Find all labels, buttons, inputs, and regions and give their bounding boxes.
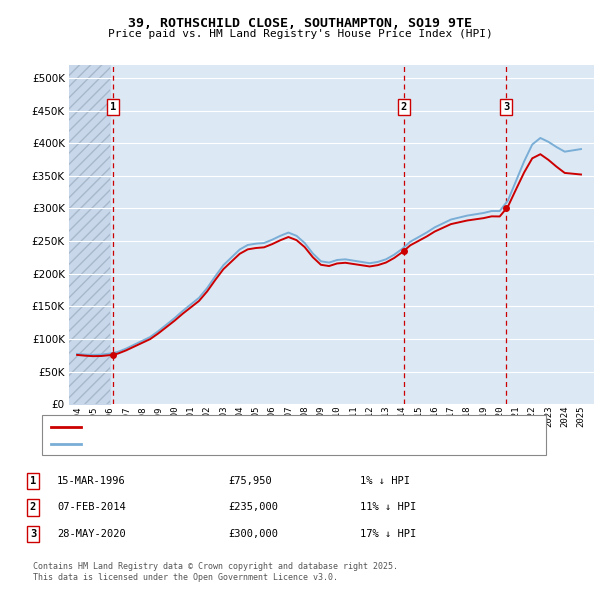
Text: 2: 2 <box>401 102 407 112</box>
Text: 11% ↓ HPI: 11% ↓ HPI <box>360 503 416 512</box>
Text: This data is licensed under the Open Government Licence v3.0.: This data is licensed under the Open Gov… <box>33 572 338 582</box>
Text: 2: 2 <box>30 503 36 512</box>
Text: 1% ↓ HPI: 1% ↓ HPI <box>360 476 410 486</box>
Text: £235,000: £235,000 <box>228 503 278 512</box>
Text: 17% ↓ HPI: 17% ↓ HPI <box>360 529 416 539</box>
Text: 3: 3 <box>30 529 36 539</box>
Text: 15-MAR-1996: 15-MAR-1996 <box>57 476 126 486</box>
Text: HPI: Average price, detached house, Southampton: HPI: Average price, detached house, Sout… <box>85 439 361 449</box>
Text: £75,950: £75,950 <box>228 476 272 486</box>
Text: £300,000: £300,000 <box>228 529 278 539</box>
Text: 1: 1 <box>110 102 116 112</box>
Text: 39, ROTHSCHILD CLOSE, SOUTHAMPTON, SO19 9TE (detached house): 39, ROTHSCHILD CLOSE, SOUTHAMPTON, SO19 … <box>85 422 438 432</box>
Text: 39, ROTHSCHILD CLOSE, SOUTHAMPTON, SO19 9TE: 39, ROTHSCHILD CLOSE, SOUTHAMPTON, SO19 … <box>128 17 472 30</box>
Text: 28-MAY-2020: 28-MAY-2020 <box>57 529 126 539</box>
Text: Price paid vs. HM Land Registry's House Price Index (HPI): Price paid vs. HM Land Registry's House … <box>107 30 493 39</box>
Text: 07-FEB-2014: 07-FEB-2014 <box>57 503 126 512</box>
Text: 1: 1 <box>30 476 36 486</box>
Text: 3: 3 <box>503 102 509 112</box>
Text: Contains HM Land Registry data © Crown copyright and database right 2025.: Contains HM Land Registry data © Crown c… <box>33 562 398 571</box>
